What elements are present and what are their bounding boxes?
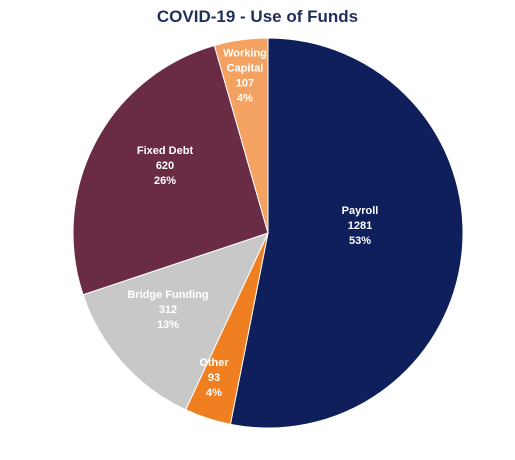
slice-label-fixed-debt: Fixed Debt 620 26%	[137, 145, 194, 187]
slice-name: Fixed Debt	[137, 145, 194, 157]
slice-percent: 13%	[157, 319, 179, 331]
slice-value: 93	[208, 372, 220, 384]
slice-label-working-capital: Working Capital 107 4%	[223, 47, 267, 104]
slice-value: 620	[156, 160, 174, 172]
pie-slice-payroll	[229, 37, 464, 429]
pie-slice-fixed-debt	[72, 44, 269, 296]
slice-label-payroll: Payroll 1281 53%	[342, 205, 379, 247]
slice-name: Working	[223, 47, 267, 59]
slice-name: Payroll	[342, 205, 379, 217]
slice-percent: 4%	[237, 92, 253, 104]
slice-percent: 53%	[349, 235, 371, 247]
slice-value: 1281	[348, 220, 372, 232]
slice-value: 312	[159, 304, 177, 316]
slice-value: 107	[236, 77, 254, 89]
pie-slice-bridge-funding	[82, 232, 269, 411]
slice-name: Capital	[227, 62, 264, 74]
pie-slice-working-capital	[213, 37, 269, 234]
slice-percent: 4%	[206, 387, 222, 399]
slice-label-other: Other 93 4%	[199, 357, 229, 399]
chart-title: COVID-19 - Use of Funds	[156, 7, 359, 26]
slice-percent: 26%	[154, 175, 176, 187]
slice-name: Other	[199, 357, 229, 369]
slice-name: Bridge Funding	[127, 289, 208, 301]
slice-label-bridge-funding: Bridge Funding 312 13%	[127, 289, 208, 331]
